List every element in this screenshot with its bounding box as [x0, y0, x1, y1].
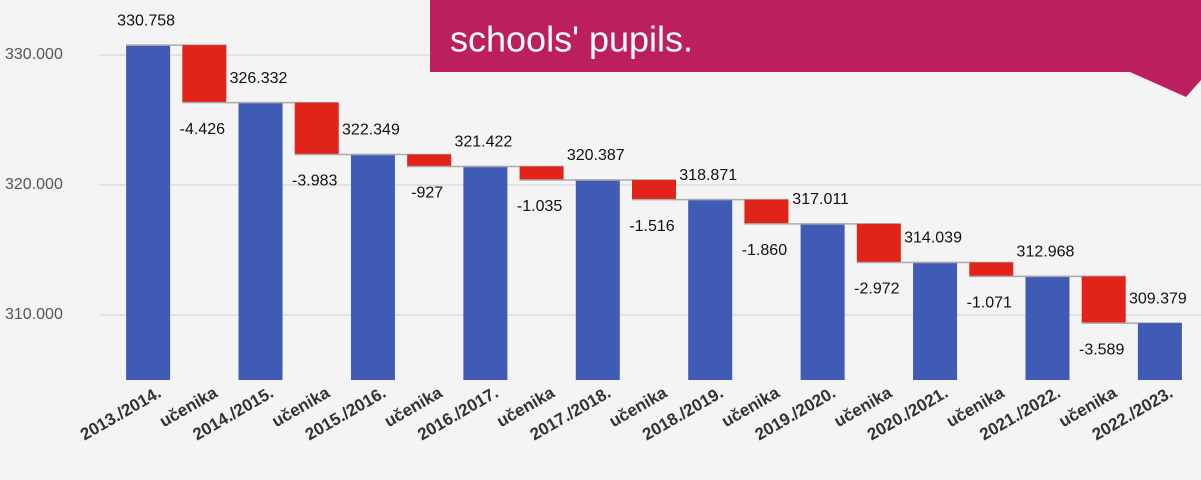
bar	[632, 179, 676, 200]
value-label: -1.071	[967, 295, 1012, 312]
value-label: 321.422	[454, 134, 512, 151]
bar	[1025, 276, 1070, 380]
bar	[913, 262, 958, 380]
value-label: 330.758	[117, 12, 175, 29]
value-label: -3.589	[1079, 341, 1124, 358]
bar	[800, 223, 845, 380]
bar	[126, 45, 171, 381]
value-label: 322.349	[342, 122, 400, 139]
bar	[856, 223, 901, 263]
value-label: -1.035	[517, 198, 562, 215]
y-tick-label: 310.000	[5, 306, 63, 323]
y-tick-label: 320.000	[5, 176, 63, 193]
bar	[969, 262, 1014, 277]
callout-text: schools' pupils.	[450, 19, 693, 60]
bar	[1137, 323, 1182, 380]
value-label: -2.972	[854, 281, 899, 298]
value-label: 314.039	[904, 230, 962, 247]
y-tick-label: 330.000	[5, 46, 63, 63]
x-tick-label: 2013./2014.	[77, 383, 164, 444]
callout-box	[430, 0, 1201, 97]
bar	[519, 166, 564, 180]
value-label: -4.426	[180, 121, 225, 138]
bar	[575, 179, 620, 380]
value-label: -3.983	[292, 173, 337, 190]
bar	[463, 166, 508, 380]
value-label: -927	[411, 185, 443, 202]
value-label: -1.516	[629, 218, 674, 235]
value-label: -1.860	[742, 242, 787, 259]
value-label: 312.968	[1017, 244, 1075, 261]
value-label: 317.011	[792, 191, 849, 208]
value-label: 326.332	[230, 70, 288, 87]
bar	[238, 102, 283, 381]
bar	[744, 199, 789, 224]
bar	[294, 102, 339, 155]
bar	[407, 154, 452, 167]
value-label: 318.871	[679, 167, 737, 184]
bar	[688, 199, 733, 380]
bar	[1081, 276, 1126, 324]
value-label: 320.387	[567, 147, 625, 164]
bar	[350, 154, 395, 380]
bar	[182, 45, 227, 103]
value-label: 309.379	[1129, 290, 1187, 307]
